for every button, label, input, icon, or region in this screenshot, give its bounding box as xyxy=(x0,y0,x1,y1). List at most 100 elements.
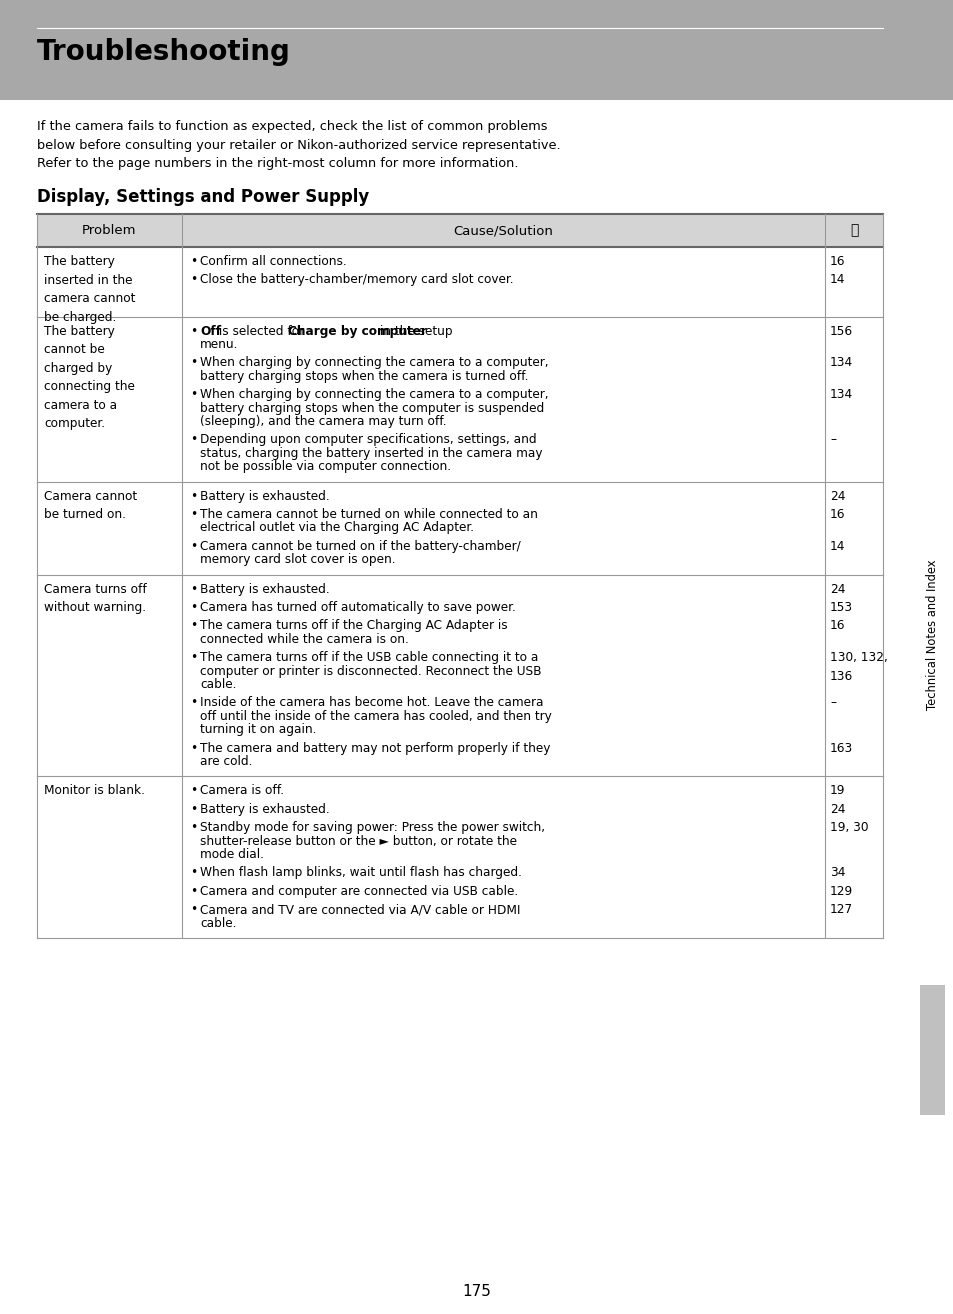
Text: 127: 127 xyxy=(829,903,852,916)
Text: When charging by connecting the camera to a computer,: When charging by connecting the camera t… xyxy=(200,388,548,401)
Text: Depending upon computer specifications, settings, and: Depending upon computer specifications, … xyxy=(200,434,536,447)
Text: •: • xyxy=(190,356,197,369)
Text: Confirm all connections.: Confirm all connections. xyxy=(200,255,346,268)
Text: 24: 24 xyxy=(829,803,844,816)
Text: •: • xyxy=(190,388,197,401)
Text: battery charging stops when the camera is turned off.: battery charging stops when the camera i… xyxy=(200,369,528,382)
Text: When charging by connecting the camera to a computer,: When charging by connecting the camera t… xyxy=(200,356,548,369)
Text: 14: 14 xyxy=(829,273,844,286)
Text: •: • xyxy=(190,784,197,798)
Text: •: • xyxy=(190,273,197,286)
Text: Camera cannot be turned on if the battery-chamber/: Camera cannot be turned on if the batter… xyxy=(200,540,520,553)
Text: •: • xyxy=(190,821,197,834)
Text: (sleeping), and the camera may turn off.: (sleeping), and the camera may turn off. xyxy=(200,415,446,428)
Text: Troubleshooting: Troubleshooting xyxy=(37,38,291,66)
Bar xyxy=(0,0,953,100)
Text: cable.: cable. xyxy=(200,917,236,929)
Text: •: • xyxy=(190,509,197,520)
Text: •: • xyxy=(190,600,197,614)
Text: Monitor is blank.: Monitor is blank. xyxy=(44,784,145,798)
Text: •: • xyxy=(190,903,197,916)
Text: Problem: Problem xyxy=(82,223,136,237)
Text: Camera turns off
without warning.: Camera turns off without warning. xyxy=(44,582,147,614)
Text: The camera turns off if the USB cable connecting it to a: The camera turns off if the USB cable co… xyxy=(200,652,537,664)
Text: status, charging the battery inserted in the camera may: status, charging the battery inserted in… xyxy=(200,447,542,460)
Text: 16: 16 xyxy=(829,255,844,268)
Text: •: • xyxy=(190,652,197,664)
Text: 24: 24 xyxy=(829,582,844,595)
Text: 16: 16 xyxy=(829,619,844,632)
Text: mode dial.: mode dial. xyxy=(200,848,264,861)
Text: 19: 19 xyxy=(829,784,844,798)
Text: 19, 30: 19, 30 xyxy=(829,821,867,834)
Text: 129: 129 xyxy=(829,884,852,897)
Text: Battery is exhausted.: Battery is exhausted. xyxy=(200,582,330,595)
Text: •: • xyxy=(190,884,197,897)
Text: in the setup: in the setup xyxy=(376,325,453,338)
Text: computer or printer is disconnected. Reconnect the USB: computer or printer is disconnected. Rec… xyxy=(200,665,541,678)
Text: connected while the camera is on.: connected while the camera is on. xyxy=(200,633,408,645)
Text: The camera and battery may not perform properly if they: The camera and battery may not perform p… xyxy=(200,741,550,754)
Text: Camera and TV are connected via A/V cable or HDMI: Camera and TV are connected via A/V cabl… xyxy=(200,903,520,916)
Text: •: • xyxy=(190,619,197,632)
Text: 📖: 📖 xyxy=(849,223,858,238)
Text: Camera and computer are connected via USB cable.: Camera and computer are connected via US… xyxy=(200,884,517,897)
Text: Inside of the camera has become hot. Leave the camera: Inside of the camera has become hot. Lea… xyxy=(200,696,543,710)
Text: 175: 175 xyxy=(462,1285,491,1300)
Text: Battery is exhausted.: Battery is exhausted. xyxy=(200,803,330,816)
Text: cable.: cable. xyxy=(200,678,236,691)
Text: –: – xyxy=(829,696,835,710)
Text: 153: 153 xyxy=(829,600,852,614)
Text: 156: 156 xyxy=(829,325,852,338)
Text: •: • xyxy=(190,803,197,816)
Text: •: • xyxy=(190,696,197,710)
Text: •: • xyxy=(190,434,197,447)
Text: If the camera fails to function as expected, check the list of common problems
b: If the camera fails to function as expec… xyxy=(37,120,560,170)
Text: Cause/Solution: Cause/Solution xyxy=(453,223,553,237)
Text: The camera cannot be turned on while connected to an: The camera cannot be turned on while con… xyxy=(200,509,537,520)
Text: •: • xyxy=(190,490,197,502)
Text: 134: 134 xyxy=(829,356,852,369)
Text: Close the battery-chamber/memory card slot cover.: Close the battery-chamber/memory card sl… xyxy=(200,273,513,286)
Text: 163: 163 xyxy=(829,741,852,754)
Text: turning it on again.: turning it on again. xyxy=(200,723,316,736)
Text: are cold.: are cold. xyxy=(200,756,253,767)
Text: electrical outlet via the Charging AC Adapter.: electrical outlet via the Charging AC Ad… xyxy=(200,522,474,535)
Text: battery charging stops when the computer is suspended: battery charging stops when the computer… xyxy=(200,402,543,415)
Text: The battery
inserted in the
camera cannot
be charged.: The battery inserted in the camera canno… xyxy=(44,255,135,323)
Text: The camera turns off if the Charging AC Adapter is: The camera turns off if the Charging AC … xyxy=(200,619,507,632)
Text: Battery is exhausted.: Battery is exhausted. xyxy=(200,490,330,502)
Text: •: • xyxy=(190,325,197,338)
Text: •: • xyxy=(190,540,197,553)
Text: •: • xyxy=(190,255,197,268)
Text: 34: 34 xyxy=(829,866,844,879)
Text: The battery
cannot be
charged by
connecting the
camera to a
computer.: The battery cannot be charged by connect… xyxy=(44,325,134,430)
Text: 16: 16 xyxy=(829,509,844,520)
Text: 14: 14 xyxy=(829,540,844,553)
Text: Standby mode for saving power: Press the power switch,: Standby mode for saving power: Press the… xyxy=(200,821,544,834)
Text: 130, 132,
136: 130, 132, 136 xyxy=(829,652,887,683)
Text: Charge by computer: Charge by computer xyxy=(288,325,426,338)
Text: not be possible via computer connection.: not be possible via computer connection. xyxy=(200,460,451,473)
Bar xyxy=(919,290,944,980)
Text: Display, Settings and Power Supply: Display, Settings and Power Supply xyxy=(37,188,369,206)
Text: When flash lamp blinks, wait until flash has charged.: When flash lamp blinks, wait until flash… xyxy=(200,866,521,879)
Text: •: • xyxy=(190,582,197,595)
Text: Camera is off.: Camera is off. xyxy=(200,784,284,798)
Text: Camera has turned off automatically to save power.: Camera has turned off automatically to s… xyxy=(200,600,516,614)
Text: 24: 24 xyxy=(829,490,844,502)
Text: is selected for: is selected for xyxy=(214,325,308,338)
Text: off until the inside of the camera has cooled, and then try: off until the inside of the camera has c… xyxy=(200,710,551,723)
Text: menu.: menu. xyxy=(200,338,238,351)
Text: 134: 134 xyxy=(829,388,852,401)
Bar xyxy=(37,214,882,247)
Text: Off: Off xyxy=(200,325,221,338)
Text: Camera cannot
be turned on.: Camera cannot be turned on. xyxy=(44,490,137,522)
Bar xyxy=(919,986,944,1116)
Text: Technical Notes and Index: Technical Notes and Index xyxy=(925,560,938,711)
Text: memory card slot cover is open.: memory card slot cover is open. xyxy=(200,553,395,566)
Text: shutter-release button or the ► button, or rotate the: shutter-release button or the ► button, … xyxy=(200,834,517,848)
Text: •: • xyxy=(190,741,197,754)
Text: •: • xyxy=(190,866,197,879)
Text: –: – xyxy=(829,434,835,447)
